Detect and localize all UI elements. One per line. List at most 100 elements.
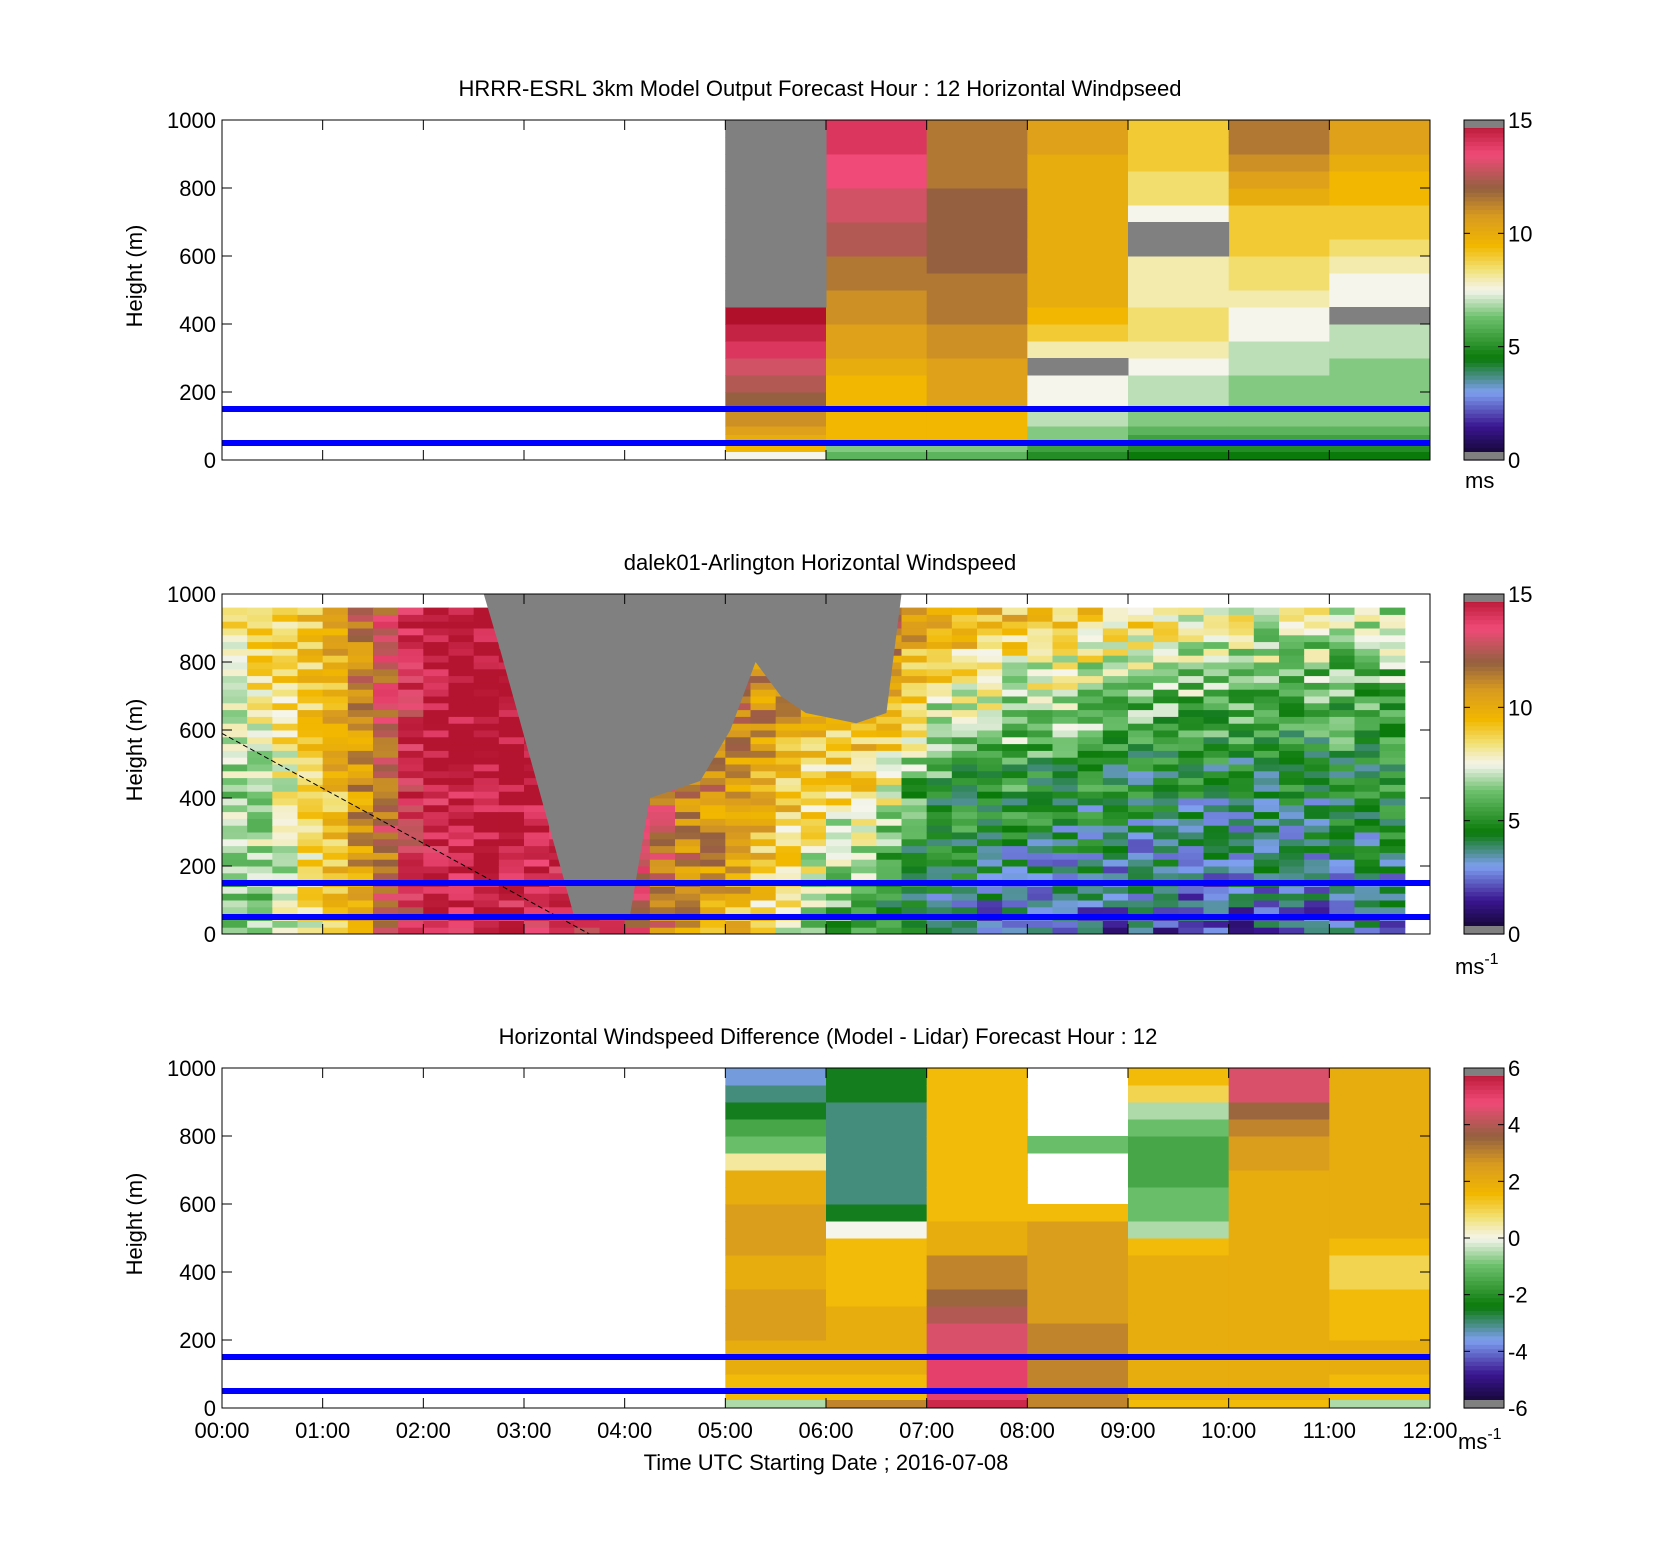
heatmap-cell [1228, 1153, 1330, 1171]
heatmap-cell [1253, 702, 1280, 711]
heatmap-cell [926, 818, 953, 826]
heatmap-cell [1304, 621, 1330, 629]
colorbar-segment [1464, 205, 1504, 210]
heatmap-cell [1279, 832, 1305, 840]
heatmap-cell [700, 920, 726, 928]
heatmap-cell [247, 730, 273, 738]
heatmap-cell [1329, 668, 1355, 677]
heatmap-cell [498, 900, 525, 908]
heatmap-cell [649, 927, 676, 935]
heatmap-cell [1052, 804, 1079, 813]
heatmap-cell [1354, 804, 1381, 813]
heatmap-cell [775, 906, 802, 915]
heatmap-cell [951, 845, 978, 853]
heatmap-cell [951, 716, 978, 724]
heatmap-cell [297, 886, 324, 894]
colorbar-segment [1464, 738, 1504, 744]
heatmap-cell [297, 872, 324, 881]
heatmap-cell [750, 893, 777, 901]
heatmap-cell [901, 655, 928, 663]
heatmap-cell [1102, 736, 1129, 745]
heatmap-cell [1077, 764, 1104, 772]
heatmap-cell [649, 811, 676, 819]
heatmap-cell [1228, 1221, 1330, 1239]
colorbar-segment [1464, 1216, 1504, 1222]
heatmap-cell [1027, 757, 1053, 765]
heatmap-cell [977, 655, 1003, 663]
heatmap-cell [322, 811, 349, 819]
heatmap-cell [423, 777, 449, 785]
heatmap-cell [1228, 662, 1255, 670]
heatmap-cell [700, 906, 726, 915]
heatmap-cell [1329, 154, 1431, 172]
heatmap-cell [1128, 375, 1230, 393]
heatmap-cell [1102, 818, 1129, 826]
heatmap-cell [1253, 689, 1280, 697]
heatmap-cell [398, 838, 424, 847]
heatmap-cell [1153, 825, 1179, 833]
heatmap-cell [1077, 872, 1104, 881]
heatmap-cell [826, 443, 928, 452]
heatmap-cells [725, 120, 1431, 461]
heatmap-cell [549, 900, 575, 908]
heatmap-cell [1203, 838, 1230, 847]
colorbar-segment [1464, 319, 1504, 325]
heatmap-cell [373, 832, 399, 840]
heatmap-cell [1203, 777, 1230, 785]
heatmap-cell [1102, 832, 1129, 840]
heatmap-cell [1153, 893, 1179, 901]
heatmap-cell [222, 866, 248, 874]
heatmap-cell [826, 886, 852, 894]
colorbar-segment [1464, 806, 1504, 812]
heatmap-cell [247, 859, 273, 867]
heatmap-cell [1379, 716, 1406, 724]
colorbar-segment [1464, 166, 1504, 172]
heatmap-cell [951, 750, 978, 758]
heatmap-cell [247, 852, 273, 860]
heatmap-cell [826, 1399, 928, 1409]
heatmap-cell [1027, 451, 1129, 461]
colorbar-segment [1464, 1297, 1504, 1303]
heatmap-cell [222, 641, 248, 649]
heatmap-cell [1128, 273, 1230, 291]
heatmap-cell [1228, 1119, 1330, 1137]
heatmap-cell [272, 662, 298, 670]
heatmap-cell [1203, 750, 1230, 758]
colorbar-tick-label: -6 [1508, 1396, 1528, 1421]
heatmap-cell [800, 770, 827, 779]
heatmap-cell [775, 716, 802, 724]
heatmap-cell [272, 859, 298, 867]
heatmap-cell [800, 798, 827, 806]
heatmap-cell [322, 832, 349, 840]
heatmap-cell [373, 607, 399, 615]
heatmap-cell [448, 832, 475, 840]
heatmap-cell [297, 784, 324, 792]
heatmap-cell [498, 743, 525, 751]
colorbar-segment [1464, 154, 1504, 159]
heatmap-cell [1354, 906, 1381, 915]
heatmap-cell [826, 451, 928, 461]
heatmap-cell [247, 811, 273, 819]
colorbar-segment [1464, 243, 1504, 249]
heatmap-cell [1379, 845, 1406, 853]
heatmap-cell [1228, 668, 1255, 677]
heatmap-cell [398, 872, 424, 881]
heatmap-cell [876, 811, 902, 819]
heatmap-cell [1379, 893, 1406, 901]
heatmap-cell [373, 743, 399, 751]
heatmap-cell [222, 750, 248, 758]
heatmap-cell [373, 723, 399, 731]
colorbar-segment [1464, 1284, 1504, 1290]
colorbar-segment [1464, 747, 1504, 752]
heatmap-cell [1128, 358, 1230, 376]
heatmap-cell [1354, 675, 1381, 683]
heatmap-cell [297, 628, 324, 636]
colorbar-segment [1464, 1153, 1504, 1158]
heatmap-cell [1027, 307, 1129, 325]
heatmap-cell [473, 723, 500, 731]
heatmap-cell [926, 426, 1028, 435]
heatmap-cell [775, 818, 802, 826]
heatmap-cell [272, 791, 298, 799]
heatmap-cell [448, 696, 475, 704]
heatmap-cell [222, 709, 248, 717]
